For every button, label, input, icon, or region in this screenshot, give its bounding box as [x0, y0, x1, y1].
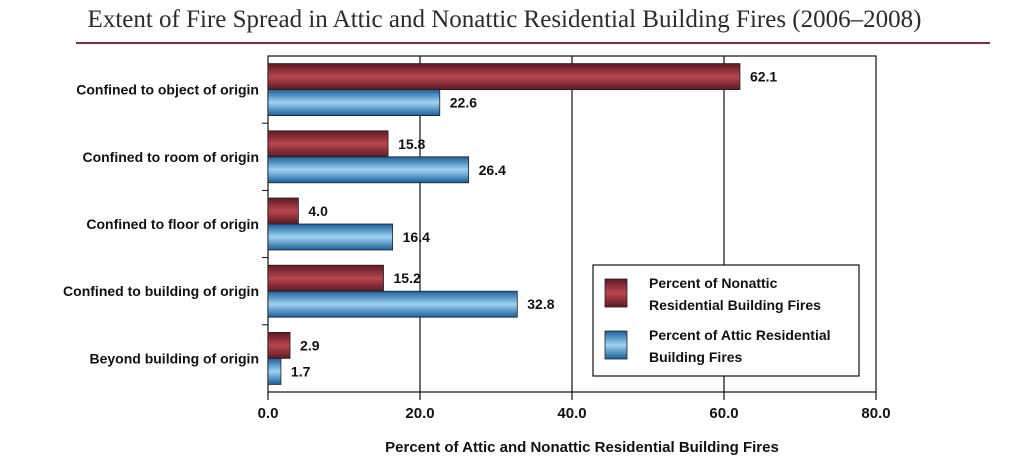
legend-swatch-nonattic	[604, 278, 628, 308]
bar-nonattic	[267, 130, 389, 158]
legend-swatch-attic	[604, 330, 628, 360]
data-label: 16.4	[403, 229, 430, 245]
x-tick-label: 60.0	[709, 405, 738, 422]
plot-area: 0.0 20.0 40.0 60.0 80.0 Percent of Attic and …	[63, 55, 891, 456]
legend-label: Building Fires	[649, 349, 743, 365]
data-label: 1.7	[291, 363, 311, 379]
legend-box	[592, 264, 860, 377]
data-label: 15.2	[394, 270, 421, 286]
bar-attic	[267, 89, 441, 116]
data-label: 62.1	[750, 69, 777, 85]
category-label: Confined to room of origin	[82, 149, 259, 165]
data-label: 4.0	[308, 203, 328, 219]
bar-nonattic	[267, 63, 741, 90]
legend: Percent of Nonattic Residential Building …	[592, 264, 860, 377]
data-label: 26.4	[479, 162, 506, 178]
category-label: Confined to floor of origin	[86, 216, 259, 232]
title-rule	[76, 42, 990, 44]
x-tick-label: 0.0	[258, 405, 279, 422]
bar-attic	[267, 156, 470, 184]
x-axis-title: Percent of Attic and Nonattic Residentia…	[385, 439, 779, 456]
data-label: 15.8	[398, 136, 425, 152]
legend-label: Percent of Nonattic	[649, 275, 778, 291]
bar-nonattic	[267, 264, 384, 292]
bar-nonattic	[267, 331, 291, 359]
legend-label: Percent of Attic Residential	[649, 327, 831, 343]
x-tick-label: 40.0	[557, 405, 586, 422]
category-label: Confined to object of origin	[76, 82, 259, 98]
category-label: Beyond building of origin	[89, 350, 259, 366]
data-label: 32.8	[527, 296, 554, 312]
legend-label: Residential Building Fires	[649, 297, 821, 313]
bar-attic	[267, 357, 282, 385]
x-tick-label: 80.0	[861, 405, 890, 422]
chart-title: Extent of Fire Spread in Attic and Nonat…	[87, 6, 922, 33]
bar-attic	[267, 290, 518, 318]
category-label: Confined to building of origin	[63, 283, 259, 299]
data-label: 22.6	[450, 95, 477, 111]
bar-attic	[267, 223, 394, 251]
bar-nonattic	[267, 197, 299, 225]
x-tick-label: 20.0	[405, 405, 434, 422]
data-label: 2.9	[300, 337, 320, 353]
